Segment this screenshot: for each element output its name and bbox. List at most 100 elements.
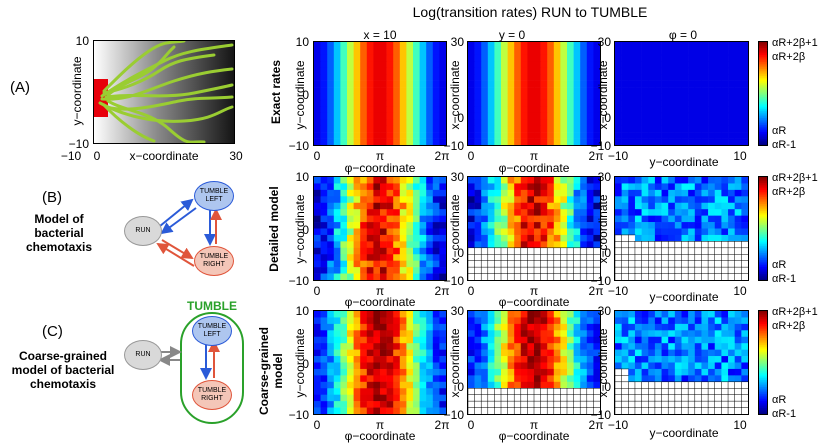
heatmap-cell	[432, 254, 440, 261]
heatmap-cell	[728, 99, 735, 107]
heatmap-cell	[399, 388, 407, 395]
heatmap-cell	[432, 260, 440, 268]
heatmap-cell	[593, 375, 600, 383]
heatmap-cell	[714, 381, 722, 389]
heatmap-cell	[654, 394, 663, 402]
heatmap-cell	[628, 343, 636, 350]
heatmap-cell	[353, 323, 361, 331]
heatmap-cell	[413, 106, 420, 114]
heatmap-cell	[386, 112, 394, 120]
heatmap-cell	[567, 67, 574, 75]
heatmap-cell	[674, 222, 682, 229]
heatmap-cell	[513, 394, 522, 402]
heatmap-cell	[353, 112, 361, 120]
colorbar-segment	[758, 369, 768, 372]
heatmap-cell	[621, 67, 629, 75]
heatmap-cell	[494, 356, 502, 363]
heatmap-cell	[648, 254, 656, 262]
heatmap-cell	[634, 368, 642, 376]
heatmap-cell	[708, 317, 716, 325]
r2c3-xlabel: y−coordinate	[649, 290, 719, 304]
heatmap-cell	[340, 401, 348, 408]
heatmap-cell	[727, 266, 736, 275]
heatmap-cell	[547, 375, 555, 383]
colorbar-segment	[758, 132, 768, 135]
heatmap-cell	[487, 407, 495, 414]
heatmap-cell	[681, 311, 689, 318]
heatmap-cell	[314, 132, 321, 139]
heatmap-cell	[540, 349, 548, 357]
heatmap-cell	[439, 183, 446, 191]
heatmap-cell	[734, 48, 742, 56]
heatmap-cell	[347, 311, 354, 318]
heatmap-cell	[741, 311, 748, 318]
heatmap-cell	[320, 209, 328, 216]
heatmap-cell	[487, 368, 495, 376]
heatmap-cell	[701, 362, 709, 370]
heatmap-cell	[721, 400, 729, 409]
heatmap-cell	[615, 394, 623, 402]
heatmap-cell	[353, 336, 361, 344]
heatmap-cell	[701, 400, 709, 409]
heatmap-cell	[366, 61, 374, 69]
heatmap-cell	[708, 80, 716, 88]
heatmap-cell	[688, 228, 696, 236]
heatmap-cell	[547, 222, 555, 229]
heatmap-cell	[741, 394, 748, 402]
heatmap-cell	[520, 362, 528, 370]
heatmap-cell	[681, 99, 689, 107]
heatmap-cell	[707, 273, 716, 280]
heatmap-cell	[327, 343, 335, 350]
heatmap-cell	[586, 74, 594, 81]
heatmap-cell	[468, 209, 475, 216]
r3c3-xtick-right: 10	[733, 418, 747, 432]
heatmap-cell	[314, 99, 321, 107]
heatmap-cell	[393, 222, 401, 229]
heatmap-cell	[714, 311, 722, 318]
heatmap-cell	[714, 343, 722, 350]
heatmap-cell	[553, 343, 561, 350]
heatmap-cell	[474, 273, 482, 280]
heatmap-cell	[681, 48, 689, 56]
heatmap-cell	[621, 80, 629, 88]
heatmap-cell	[540, 273, 548, 280]
colorbar-segment	[758, 211, 768, 214]
heatmap-cell	[668, 183, 676, 191]
colorbar-segment	[758, 397, 768, 400]
heatmap-cell	[741, 368, 748, 376]
heatmap-cell	[615, 42, 622, 49]
heatmap-cell	[439, 106, 446, 114]
heatmap-cell	[728, 311, 735, 318]
heatmap-cell	[399, 112, 407, 120]
heatmap-cell	[533, 266, 542, 275]
r1c2-xlabel: φ−coordinate	[498, 161, 570, 175]
heatmap-cell	[641, 125, 649, 133]
heatmap-cell	[674, 209, 682, 216]
heatmap-cell	[708, 215, 716, 223]
heatmap-cell	[413, 42, 420, 49]
colorbar-segment	[758, 186, 768, 189]
heatmap-cell	[340, 132, 348, 139]
colorbar-segment	[758, 130, 768, 133]
heatmap-cell	[426, 394, 434, 402]
heatmap-cell	[567, 209, 574, 216]
heatmap-cell	[494, 241, 502, 249]
colorbar-segment	[758, 83, 768, 86]
heatmap-cell	[380, 106, 387, 114]
heatmap-cell	[553, 317, 561, 325]
heatmap-cell	[654, 74, 662, 81]
heatmap-cell	[714, 247, 722, 255]
heatmap-cell	[419, 202, 427, 210]
heatmap-cell	[399, 336, 407, 344]
heatmap-cell	[373, 196, 381, 204]
heatmap-cell	[701, 67, 709, 75]
heatmap-cell	[347, 273, 354, 280]
heatmap-cell	[573, 394, 581, 402]
heatmap-cell	[481, 336, 489, 344]
heatmap-cell	[314, 343, 321, 350]
heatmap-cell	[501, 80, 508, 88]
heatmap-cell	[333, 61, 341, 69]
r2c3-xtick-right: 10	[733, 284, 747, 298]
heatmap-cell	[681, 381, 689, 389]
heatmap-cell	[360, 336, 368, 344]
